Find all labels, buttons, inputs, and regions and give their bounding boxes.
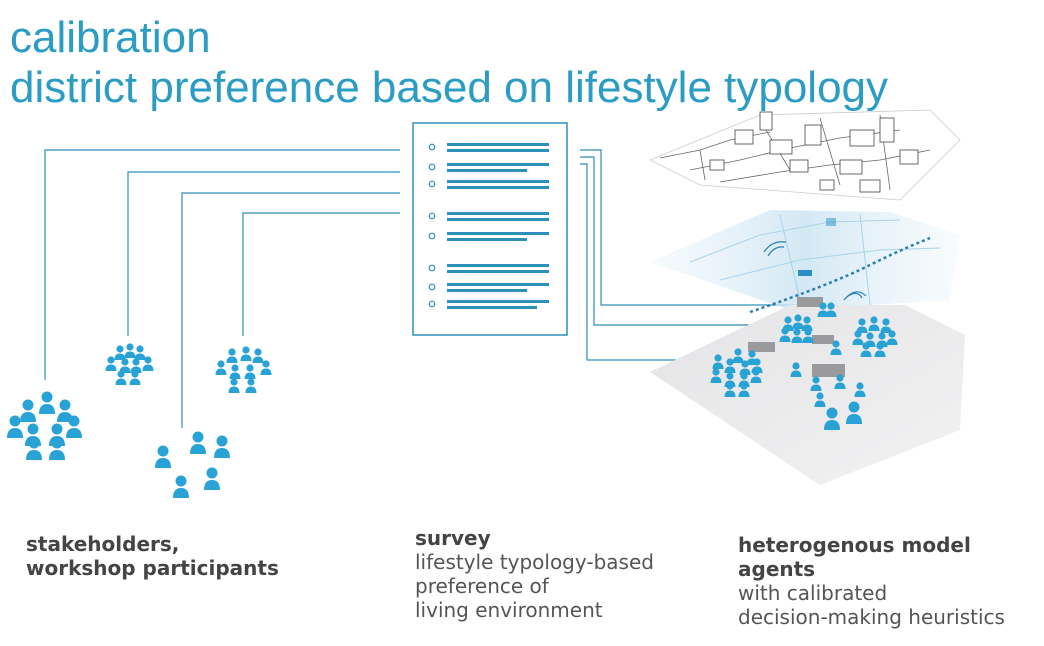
connector-lines-right (580, 149, 800, 361)
survey-label: survey lifestyle typology-based preferen… (415, 526, 654, 622)
agents-label-line-2: decision-making heuristics (738, 605, 1005, 629)
connector-lines-left (44, 149, 400, 428)
stakeholders-label-line-1: stakeholders, (26, 532, 180, 556)
page-title-line-2: district preference based on lifestyle t… (10, 63, 889, 112)
survey-label-heading: survey (415, 526, 491, 550)
stakeholders-label: stakeholders, workshop participants (26, 532, 279, 580)
agents-label-line-1: with calibrated (738, 581, 888, 605)
survey-label-line-3: living environment (415, 598, 603, 622)
people-group-icon (7, 343, 272, 498)
page-title-line-1: calibration (10, 13, 211, 62)
stakeholders-label-line-2: workshop participants (26, 556, 279, 580)
survey-label-line-1: lifestyle typology-based (415, 550, 654, 574)
city-map-layer-icon (649, 109, 961, 201)
agent-layer-icon (650, 297, 965, 485)
survey-document-icon (412, 122, 568, 336)
agents-label: heterogenous model agents with calibrate… (738, 533, 1044, 629)
survey-label-line-2: preference of (415, 574, 549, 598)
blue-map-layer (650, 210, 960, 314)
agents-label-heading: heterogenous model agents (738, 533, 971, 581)
